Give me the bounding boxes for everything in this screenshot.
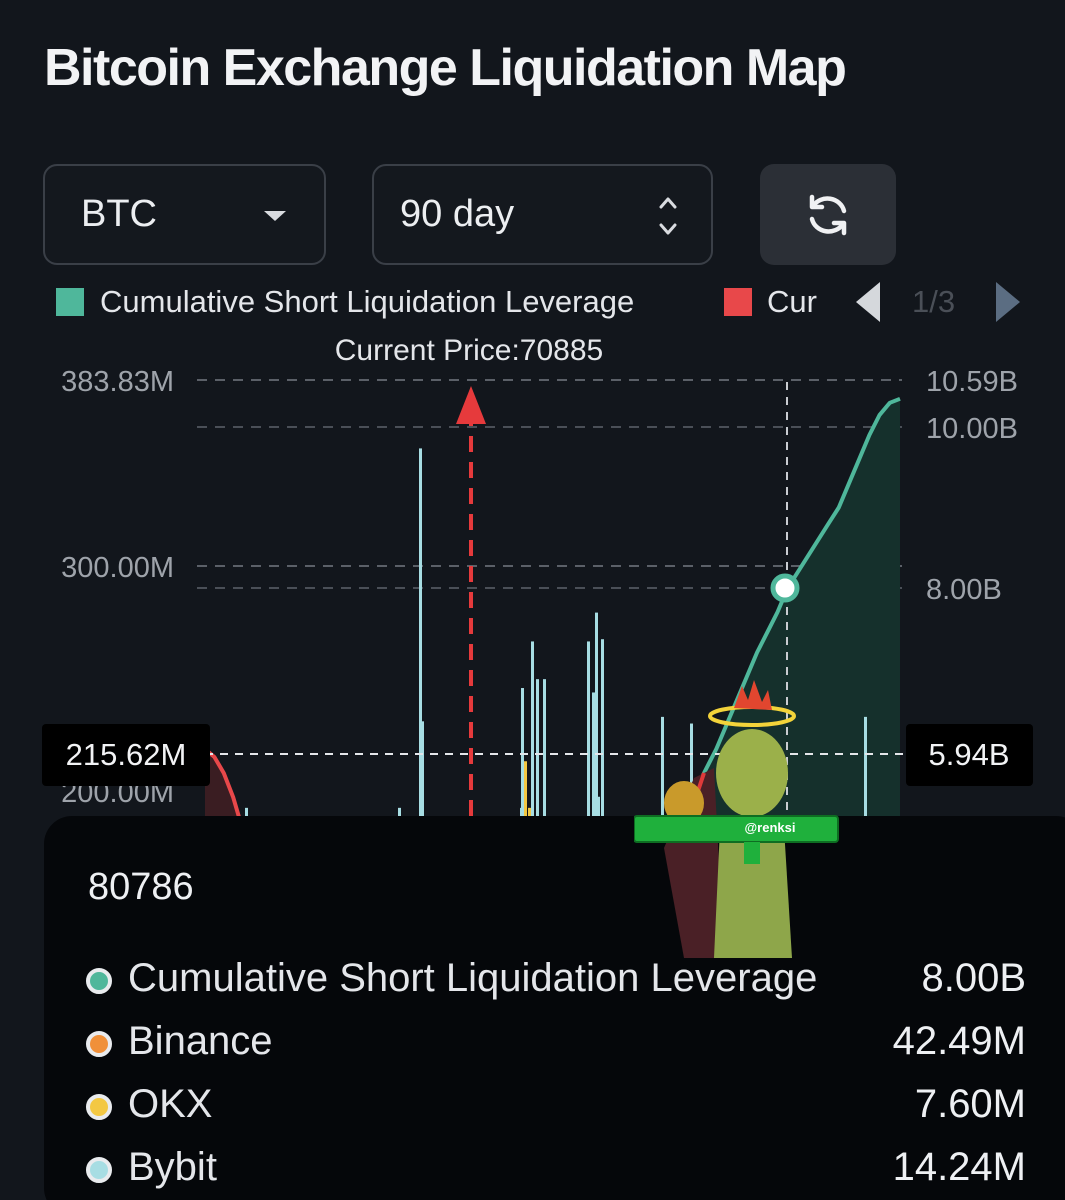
liquidation-bars [245, 448, 867, 820]
legend-label-short[interactable]: Cumulative Short Liquidation Leverage [100, 284, 635, 319]
caret-down-icon [264, 211, 286, 221]
cumulative-short-area [655, 398, 900, 820]
liquidation-bar [536, 679, 539, 820]
liquidation-bar [595, 612, 598, 820]
page-title: Bitcoin Exchange Liquidation Map [44, 39, 847, 97]
refresh-button[interactable] [760, 164, 896, 265]
liquidation-bar [661, 716, 664, 820]
liquidation-bar [531, 641, 534, 820]
bazooka-icon [634, 815, 839, 843]
current-price-label: Current Price:70885 [335, 334, 603, 367]
liquidation-chart[interactable]: Current Price:70885 383.83M 300.00M 200.… [0, 330, 1065, 820]
liquidation-bar [398, 807, 401, 820]
liquidation-bar [601, 639, 604, 820]
ape-body-icon [714, 828, 792, 958]
tooltip-row-name: Binance [128, 1019, 273, 1063]
tooltip-row-bybit: Bybit 14.24M [86, 1145, 1026, 1195]
liquidation-bar [245, 807, 248, 820]
tooltip-row-value: 14.24M [892, 1145, 1026, 1189]
liquidation-bar [524, 761, 527, 820]
liquidation-bar [528, 807, 531, 820]
chart-legend: Cumulative Short Liquidation Leverage Cu… [56, 282, 1065, 322]
tooltip-row-okx: OKX 7.60M [86, 1082, 1026, 1132]
crosshair-left-badge [42, 724, 210, 786]
legend-swatch-cur [724, 288, 752, 316]
tooltip-panel: 80786 Cumulative Short Liquidation Lever… [44, 816, 1065, 1200]
y-left-tick-top: 383.83M [61, 366, 174, 398]
cumulative-long-area [205, 749, 252, 820]
crosshair-left-value: 215.62M [66, 737, 187, 772]
liquidation-bar [421, 721, 424, 820]
sticker-handle: @renksi [745, 820, 796, 835]
y-left-tick-300m: 300.00M [61, 552, 174, 584]
tooltip-row-value: 8.00B [921, 956, 1026, 1000]
binance-dot-icon [86, 1031, 112, 1057]
y-right-tick-10b: 10.00B [926, 413, 1018, 445]
short-dot-icon [86, 968, 112, 994]
hover-point [770, 573, 800, 603]
crosshair-right-badge [906, 724, 1033, 786]
bybit-dot-icon [86, 1157, 112, 1183]
liquidation-bar [864, 716, 867, 820]
legend-label-cur[interactable]: Cur [767, 284, 817, 319]
refresh-icon [809, 194, 847, 235]
tooltip-row-binance: Binance 42.49M [86, 1019, 1026, 1069]
up-down-chevron-icon [659, 197, 677, 235]
tooltip-row-name: Cumulative Short Liquidation Leverage [128, 956, 818, 1000]
crosshair-right-value: 5.94B [928, 737, 1009, 772]
y-right-tick-top: 10.59B [926, 366, 1018, 398]
halo-icon [708, 705, 796, 727]
flame-icon [734, 680, 772, 710]
symbol-select[interactable]: BTC [43, 164, 326, 265]
period-select[interactable]: 90 day [372, 164, 713, 265]
tooltip-row-value: 7.60M [914, 1082, 1026, 1126]
current-price-arrow-icon [456, 386, 486, 424]
liquidation-bar [690, 723, 693, 820]
legend-prev-icon[interactable] [854, 280, 884, 324]
tooltip-price: 80786 [88, 866, 194, 908]
period-value: 90 day [400, 193, 515, 235]
legend-next-icon[interactable] [992, 280, 1022, 324]
leopard-icon [664, 781, 704, 825]
liquidation-bar [419, 448, 422, 820]
legend-page: 1/3 [912, 284, 956, 319]
legend-swatch-short [56, 288, 84, 316]
liquidation-bar [587, 641, 590, 820]
y-right-tick-8b: 8.00B [926, 574, 1002, 606]
ape-head-icon [716, 729, 788, 817]
tooltip-row-name: Bybit [128, 1145, 217, 1189]
cumulative-long-line [203, 747, 242, 820]
tooltip-row-short: Cumulative Short Liquidation Leverage 8.… [86, 956, 1026, 1006]
liquidation-bar [592, 692, 595, 820]
tooltip-row-name: OKX [128, 1082, 213, 1126]
bazooka-grip [744, 842, 760, 864]
liquidation-bar [597, 796, 600, 820]
symbol-value: BTC [81, 193, 157, 235]
liquidation-bar [543, 679, 546, 820]
okx-dot-icon [86, 1094, 112, 1120]
watermark-sticker: @renksi [634, 680, 839, 958]
tooltip-row-value: 42.49M [892, 1019, 1026, 1063]
